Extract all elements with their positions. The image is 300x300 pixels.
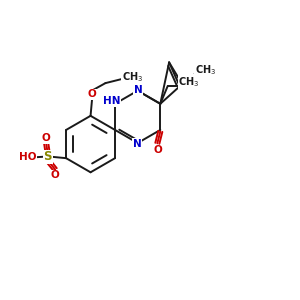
Text: O: O (154, 146, 162, 155)
Text: S: S (44, 150, 52, 163)
Text: HN: HN (103, 96, 121, 106)
Text: O: O (51, 170, 59, 180)
Text: HO: HO (19, 152, 37, 162)
Text: O: O (42, 133, 51, 143)
Text: N: N (133, 139, 141, 148)
Text: O: O (88, 89, 96, 99)
Text: N: N (134, 85, 142, 95)
Text: CH$_3$: CH$_3$ (178, 75, 200, 88)
Text: CH$_3$: CH$_3$ (195, 63, 216, 76)
Text: N: N (180, 81, 189, 91)
Text: CH$_3$: CH$_3$ (122, 70, 143, 84)
